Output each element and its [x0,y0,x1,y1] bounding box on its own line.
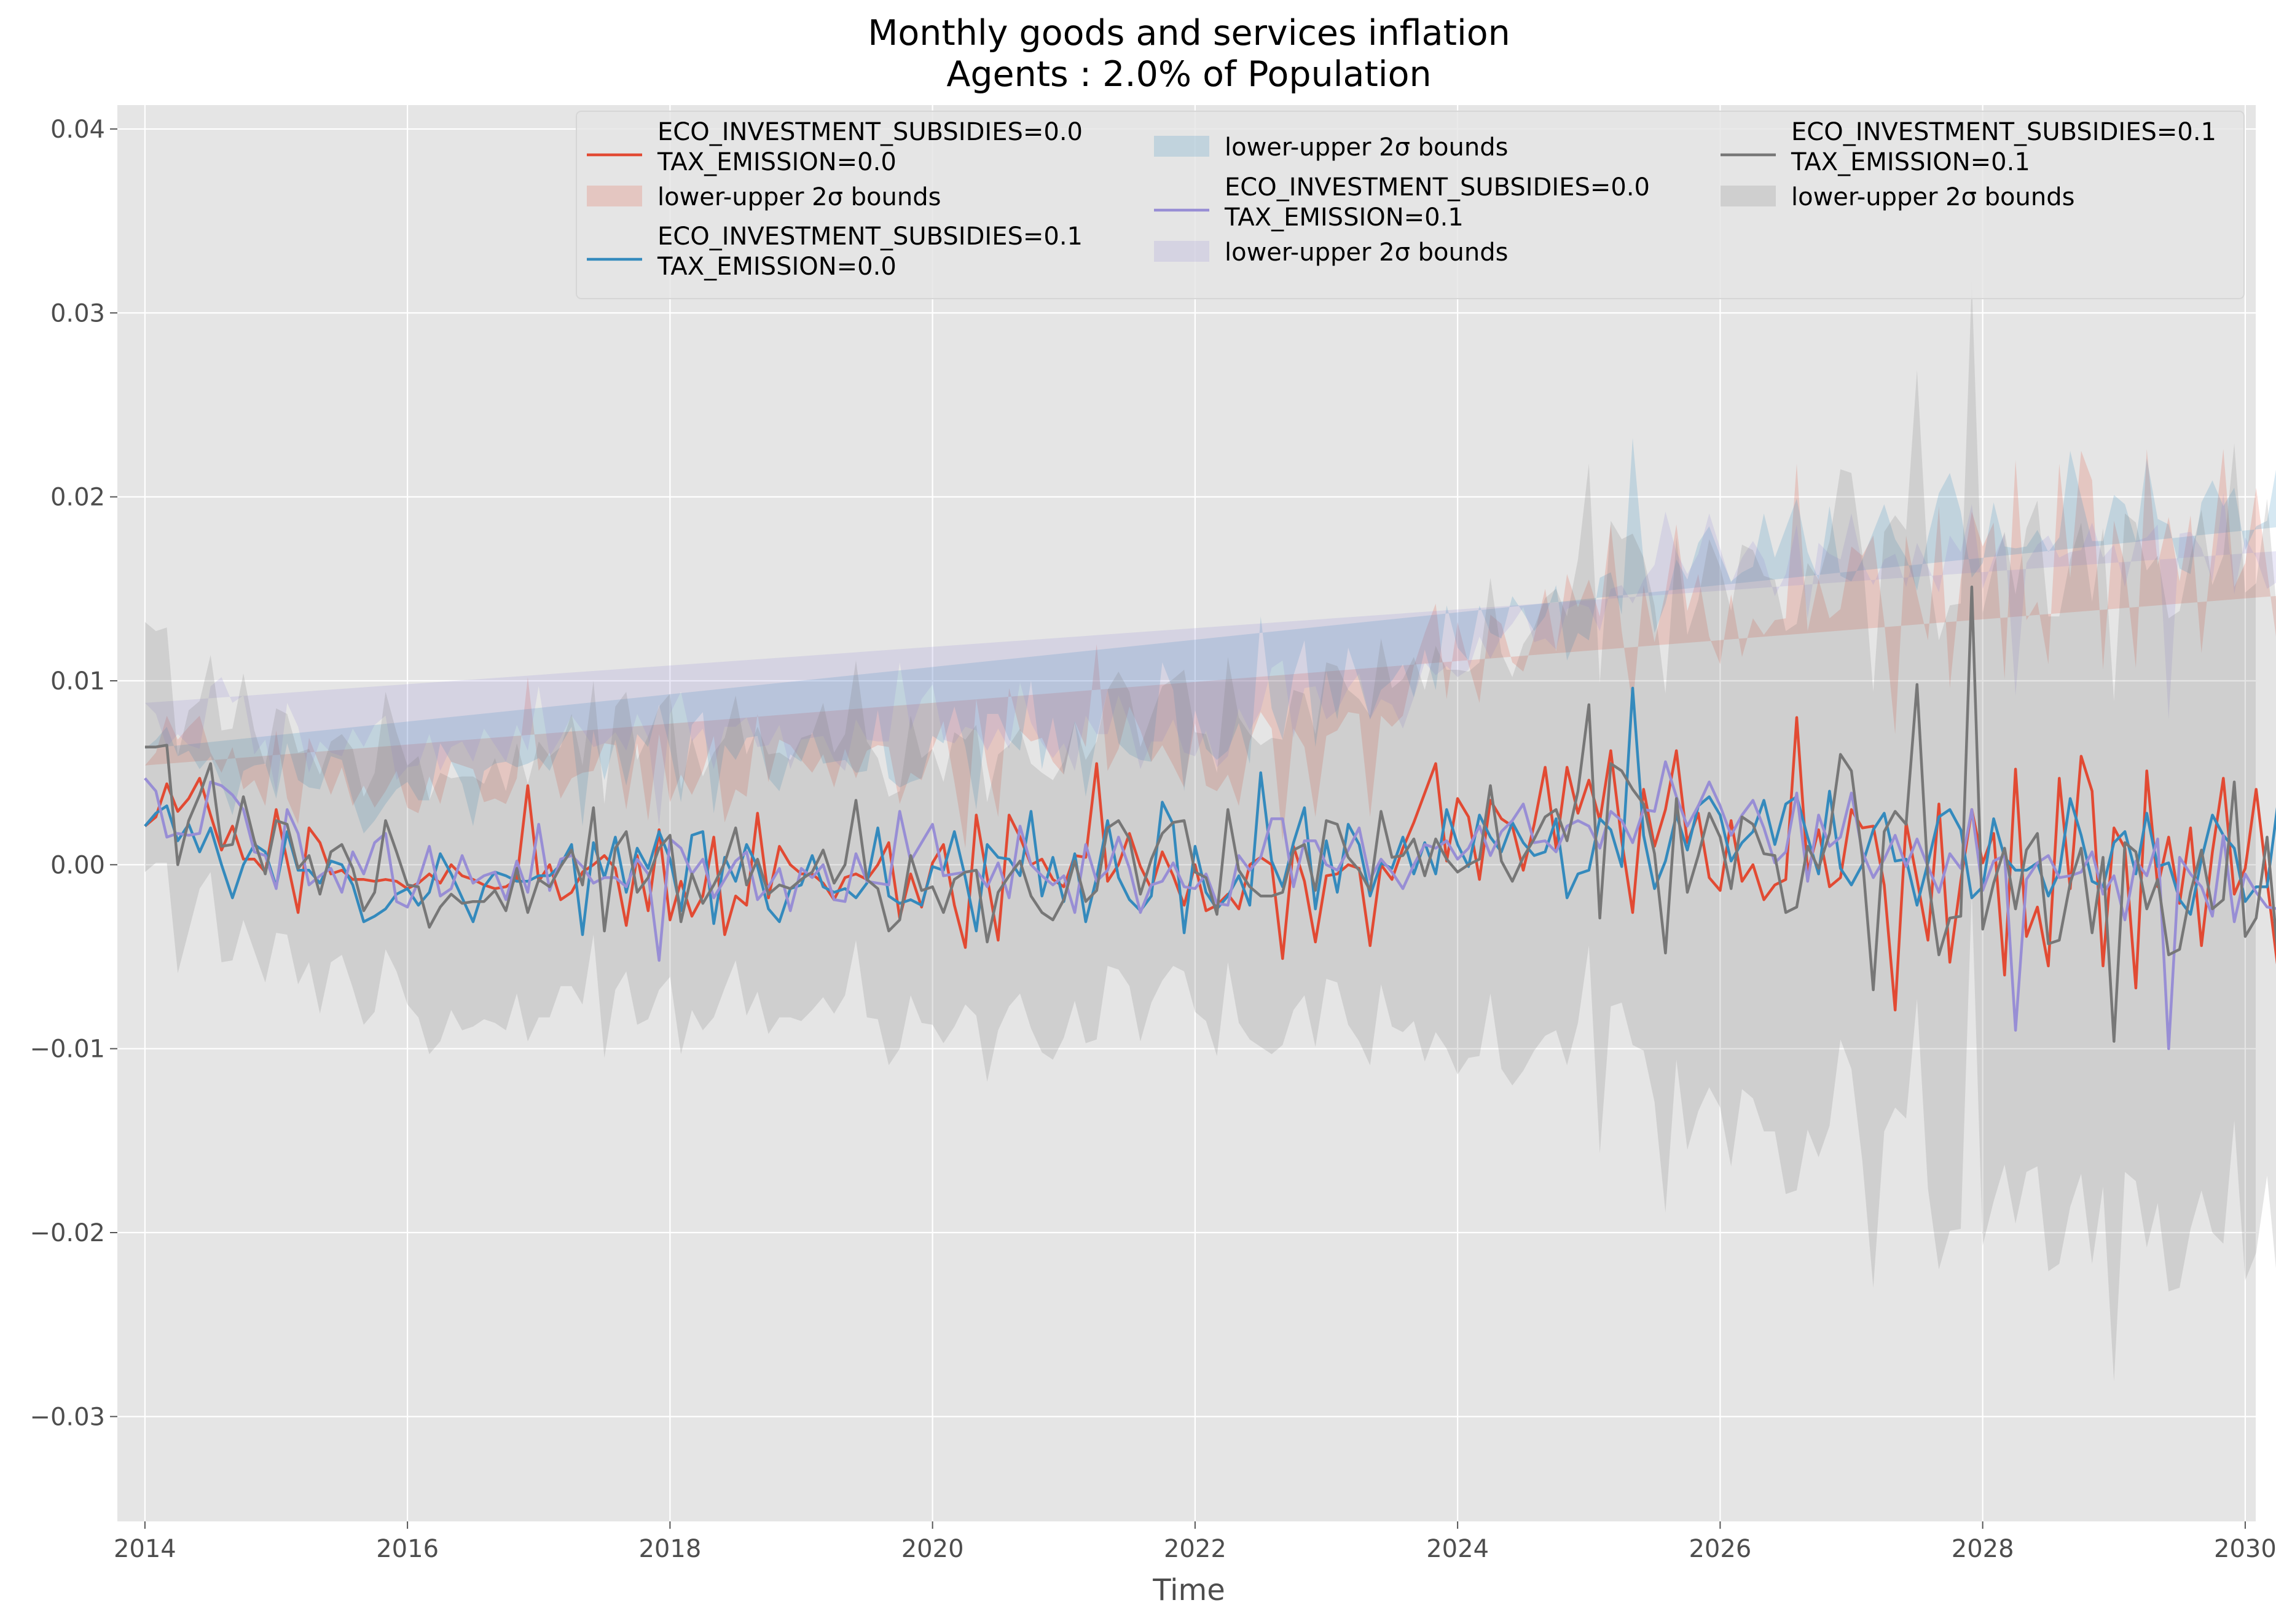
legend-band-swatch [1154,241,1209,262]
legend-band-swatch [587,186,642,206]
mean-line-series-3 [144,760,2276,1050]
y-axis: −0.03 −0.02 −0.01 0.00 0.01 0.02 0.03 0.04 [29,116,117,1431]
x-tick-label: 2018 [638,1535,701,1563]
legend-entry-label: ECO_INVESTMENT_SUBSIDIES=0.1 TAX_EMISSION… [1791,118,2216,176]
legend-entry-label: lower-upper 2σ bounds [1225,133,1508,162]
x-tick-label: 2026 [1689,1535,1751,1563]
x-tick-label: 2020 [901,1535,964,1563]
x-tick-label: 2030 [2214,1535,2276,1563]
legend-entry-label: ECO_INVESTMENT_SUBSIDIES=0.0 TAX_EMISSION… [657,118,1083,176]
legend-band-swatch [1154,136,1209,157]
y-tick-label: 0.00 [50,851,105,879]
y-tick-label: −0.02 [29,1219,105,1247]
sigma-band-series-4 [144,281,2276,1382]
sigma-band-series-2 [144,437,2276,834]
sigma-bands [144,281,2276,1382]
chart-title: Monthly goods and services inflation [868,13,1510,53]
x-tick-label: 2016 [376,1535,439,1563]
series-lines [144,586,2276,1050]
x-tick-label: 2024 [1426,1535,1489,1563]
legend-entry-label: ECO_INVESTMENT_SUBSIDIES=0.1 TAX_EMISSION… [657,222,1083,281]
y-tick-label: −0.01 [29,1035,105,1064]
legend-entry-label: lower-upper 2σ bounds [657,183,941,211]
sigma-band-series-1 [144,449,2276,849]
y-tick-label: 0.02 [50,484,105,512]
x-tick-label: 2022 [1164,1535,1226,1563]
sigma-band-series-3 [144,493,2276,826]
mean-line-series-2 [144,686,2276,936]
chart-subtitle: Agents : 2.0% of Population [946,54,1431,95]
y-tick-label: 0.04 [50,116,105,144]
mean-line-series-4 [144,586,2276,1043]
x-axis-title: Time [1152,1573,1225,1607]
x-axis: 2014 2016 2018 2020 2022 2024 2026 2028 2030 [114,1521,2276,1563]
legend: ECO_INVESTMENT_SUBSIDIES=0.0 TAX_EMISSION… [576,111,2245,299]
legend-entry-label: ECO_INVESTMENT_SUBSIDIES=0.0 TAX_EMISSION… [1224,173,1650,232]
legend-frame [576,111,2245,299]
y-tick-label: 0.03 [50,299,105,328]
legend-entry-label: lower-upper 2σ bounds [1225,238,1508,267]
y-tick-label: −0.03 [29,1403,105,1431]
x-tick-label: 2028 [1952,1535,2014,1563]
mean-line-series-1 [144,716,2276,1012]
y-tick-label: 0.01 [50,667,105,696]
legend-band-swatch [1721,186,1776,206]
x-tick-label: 2014 [114,1535,176,1563]
plot-area [117,105,2256,1521]
legend-entry-label: lower-upper 2σ bounds [1791,183,2074,211]
